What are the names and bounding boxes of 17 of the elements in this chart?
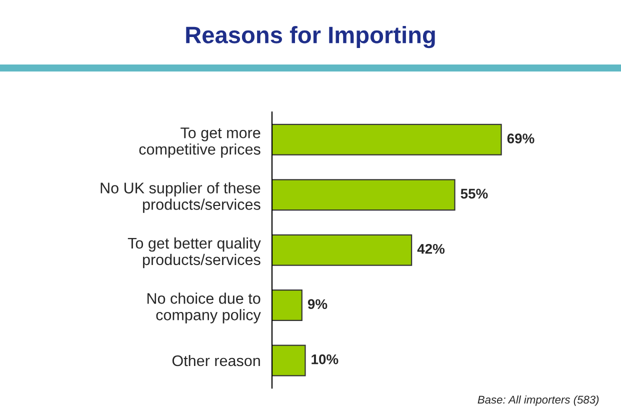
- data-label: 10%: [312, 354, 338, 364]
- data-label: 69%: [507, 134, 534, 144]
- bar: [272, 234, 412, 266]
- chart-title: Reasons for Importing: [186, 26, 435, 48]
- data-label: 9%: [308, 299, 328, 310]
- data-label: 55%: [460, 188, 488, 199]
- bar: [272, 344, 306, 376]
- y-tick-label: To get better quality products/services: [128, 237, 261, 268]
- bar: [272, 179, 456, 211]
- y-tick-label: Other reason: [172, 354, 260, 366]
- y-tick-label: No UK supplier of these products/services: [100, 182, 260, 213]
- bar: [272, 290, 302, 322]
- y-tick-label: To get more competitive prices: [139, 128, 260, 158]
- y-tick-label: No choice due to company policy: [147, 292, 261, 324]
- bar: [272, 124, 502, 156]
- data-label: 42%: [417, 244, 445, 254]
- text: Base: All importers (583): [478, 395, 599, 406]
